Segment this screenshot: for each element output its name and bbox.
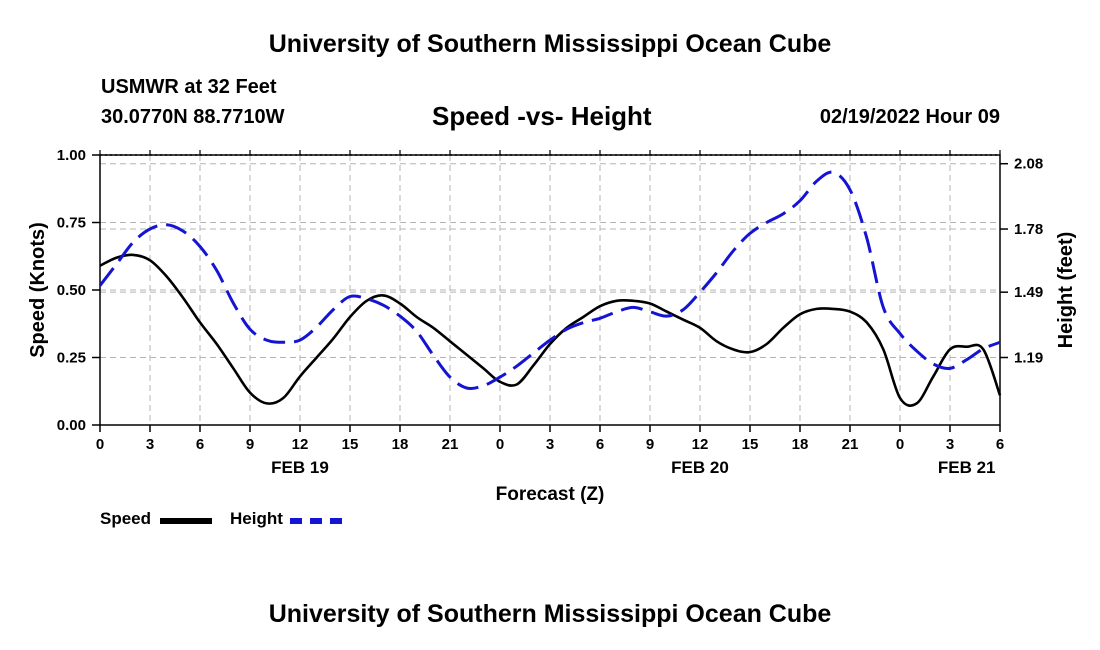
x-tick-label: 15 (742, 436, 759, 453)
y-tick-label: 0.25 (57, 350, 86, 367)
x-tick-label: 12 (692, 436, 709, 453)
bottom-axis: 0 3 6 9 12 15 18 21 0 3 6 9 12 15 18 21 0 3 6 FEB 19 FEB 20 F… (96, 150, 1004, 477)
x-tick-label: 3 (146, 436, 154, 453)
y2-tick-label: 2.08 (1014, 156, 1043, 173)
x-tick-label: 9 (646, 436, 654, 453)
station-coordinates: 30.0770N 88.7710W (101, 106, 285, 128)
series-lines (98, 170, 1002, 407)
main-title: University of Southern Mississippi Ocean… (268, 30, 832, 58)
x-tick-label: 12 (292, 436, 309, 453)
y2-tick-label: 1.49 (1014, 284, 1043, 301)
right-axis: 1.19 1.49 1.78 2.08 (1000, 156, 1043, 367)
y-tick-label: 0.00 (57, 417, 86, 434)
date-label: FEB 19 (271, 458, 329, 477)
x-tick-label: 0 (896, 436, 904, 453)
legend-height-label: Height (230, 509, 283, 528)
y-axis-label: Speed (Knots) (27, 222, 49, 358)
x-tick-label: 3 (946, 436, 954, 453)
x-tick-label: 21 (842, 436, 859, 453)
date-label: FEB 21 (938, 458, 996, 477)
x-tick-label: 0 (96, 436, 104, 453)
date-label: FEB 20 (671, 458, 729, 477)
x-tick-label: 0 (496, 436, 504, 453)
x-tick-label: 21 (442, 436, 459, 453)
x-tick-label: 15 (342, 436, 359, 453)
legend-speed-swatch (160, 518, 212, 524)
x-tick-label: 6 (196, 436, 204, 453)
left-axis: 0.00 0.25 0.50 0.75 1.00 (57, 147, 100, 434)
x-axis-label: Forecast (Z) (496, 484, 605, 505)
x-tick-label: 6 (996, 436, 1004, 453)
y2-axis-label: Height (feet) (1055, 232, 1077, 349)
chart-title: Speed -vs- Height (432, 101, 652, 131)
x-tick-label: 9 (246, 436, 254, 453)
x-tick-label: 18 (792, 436, 809, 453)
y-tick-label: 0.50 (57, 282, 86, 299)
x-tick-label: 18 (392, 436, 409, 453)
y-tick-label: 1.00 (57, 147, 86, 164)
station-name: USMWR at 32 Feet (101, 76, 277, 98)
x-tick-label: 6 (596, 436, 604, 453)
x-tick-label: 3 (546, 436, 554, 453)
footer-title: University of Southern Mississippi Ocean… (268, 600, 832, 628)
y2-tick-label: 1.19 (1014, 350, 1043, 367)
grid-lines (100, 154, 1000, 425)
y2-tick-label: 1.78 (1014, 221, 1043, 238)
legend-height-swatch (290, 518, 342, 524)
forecast-datetime: 02/19/2022 Hour 09 (819, 106, 1000, 128)
legend-speed-label: Speed (100, 509, 152, 528)
speed-height-chart: 0.00 0.25 0.50 0.75 1.00 1.19 1.49 1.78 2.08 0 3… (27, 147, 1077, 505)
y-tick-label: 0.75 (57, 215, 86, 232)
speed-series-line (99, 253, 1002, 407)
height-series-line (98, 170, 1001, 390)
